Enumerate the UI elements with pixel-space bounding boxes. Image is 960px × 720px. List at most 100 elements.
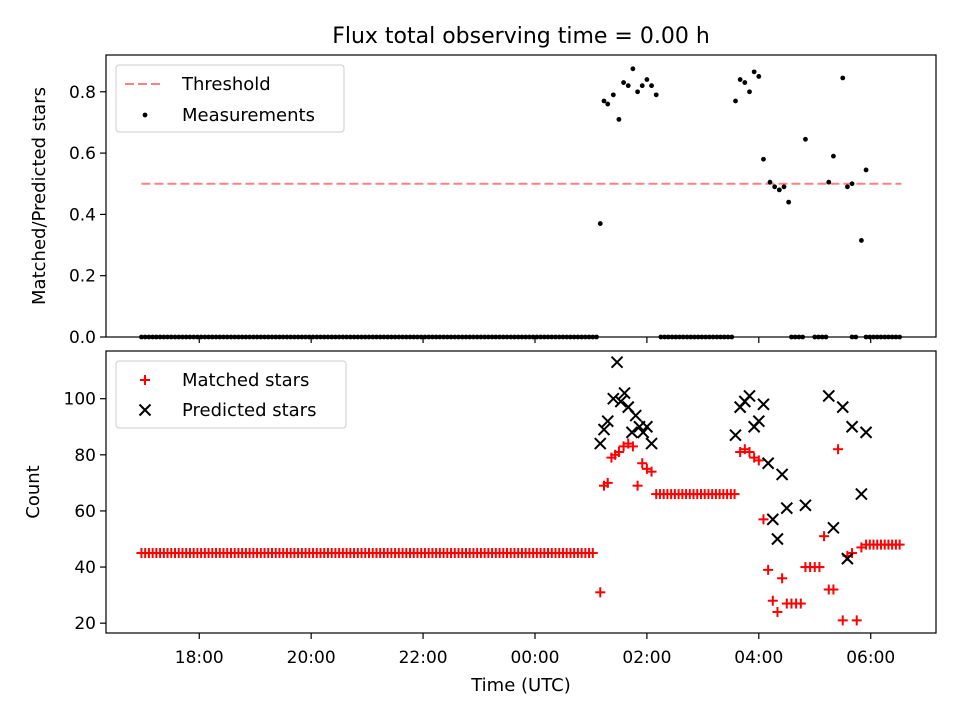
measurement-point [605, 101, 611, 107]
matched-star-point [744, 447, 755, 458]
count-y-label: Count [23, 465, 44, 518]
predicted-star-point [594, 437, 607, 450]
measurement-point [737, 77, 743, 82]
matched-star-point [632, 480, 643, 491]
matched-star-point [758, 514, 769, 525]
x-tick-label: 20:00 [287, 648, 336, 668]
legend-predicted-swatch [138, 403, 152, 417]
predicted-star-point [775, 468, 789, 481]
measurement-point [635, 89, 640, 95]
matched-star-point [777, 573, 788, 584]
predicted-star-point [640, 420, 654, 433]
matched-star-point [587, 548, 598, 559]
count-axes-frame [105, 350, 937, 634]
measurement-point [616, 116, 622, 122]
matched-star-point [772, 606, 783, 617]
matched-star-point [753, 455, 764, 466]
measurement-point [845, 184, 850, 190]
matched-star-point [828, 584, 839, 595]
matched-star-point [646, 466, 657, 477]
matched-star-point [729, 489, 740, 500]
ratio-y-tick-label: 0.8 [69, 83, 96, 103]
measurement-point [756, 74, 762, 79]
measurement-point [733, 98, 738, 104]
count-y-tick-label: 60 [74, 502, 96, 522]
measurement-points [139, 66, 903, 340]
predicted-star-point [780, 501, 793, 515]
measurement-point [621, 80, 626, 85]
predicted-star-point [836, 400, 849, 414]
ratio-y-tick-label: 0.4 [69, 205, 96, 225]
predicted-star-point [743, 389, 756, 403]
measurement-point [747, 89, 752, 95]
matched-legend-marker [140, 375, 150, 385]
predicted-star-point [771, 532, 784, 546]
x-tick-label: 02:00 [622, 648, 671, 668]
matched-star-point [837, 615, 848, 626]
measurement-point [597, 221, 603, 226]
measurement-point [786, 199, 792, 205]
measurement-point [849, 181, 855, 187]
legend-matched-label: Matched stars [182, 370, 309, 391]
measurement-point [742, 80, 748, 85]
predicted-star-point [614, 395, 627, 408]
matched-star-point [613, 447, 624, 458]
measurement-point [630, 66, 636, 72]
count-y-tick-label: 20 [74, 614, 96, 634]
measurement-point [653, 92, 659, 98]
predicted-star-point [597, 423, 611, 436]
matched-star-point [763, 564, 774, 575]
measurement-point [772, 184, 778, 190]
measurement-point [649, 83, 654, 89]
matched-star-point [819, 531, 830, 542]
matched-star-point [637, 458, 648, 469]
predicted-star-point [645, 437, 658, 450]
measurement-point [601, 98, 607, 104]
matched-star-point [602, 477, 613, 488]
predicted-star-point [757, 398, 770, 411]
ratio-y-ticks: 0.0 0.2 0.4 0.6 0.8 [69, 83, 106, 348]
matched-star-point [767, 595, 778, 606]
matched-star-point [894, 539, 905, 550]
matched-stars-points [136, 438, 905, 626]
predicted-star-point [761, 457, 775, 470]
count-legend: Matched stars Predicted stars [115, 360, 347, 429]
ratio-y-tick-label: 0.6 [69, 144, 96, 164]
predicted-star-point [822, 389, 835, 403]
measurement-point [803, 136, 808, 142]
legend-measurements-swatch [142, 112, 148, 118]
predicted-star-point [752, 414, 766, 428]
x-tick-label: 04:00 [734, 648, 783, 668]
measurement-point [858, 238, 864, 243]
count-panel: 20 40 60 80 100 18:00 20:00 22:00 00:00 02:00 04:… [23, 350, 937, 696]
count-x-ticks: 18:00 20:00 22:00 00:00 02:00 04:00 06:00 [175, 633, 895, 668]
measurement-point [776, 187, 782, 193]
predicted-star-point [729, 428, 742, 442]
matched-star-point [595, 587, 606, 598]
x-tick-label: 00:00 [510, 648, 559, 668]
count-y-tick-label: 100 [64, 390, 96, 410]
matched-star-point [833, 444, 844, 455]
predicted-star-point [799, 499, 812, 512]
x-tick-label: 18:00 [175, 648, 224, 668]
legend-measurements-label: Measurements [182, 105, 315, 126]
legend-matched-swatch [140, 375, 150, 385]
ratio-y-tick-label: 0.0 [69, 328, 96, 348]
legend-threshold-label: Threshold [181, 74, 271, 95]
ratio-panel: 0.00.20.40.60.8 Matched/Predicted stars … [29, 54, 937, 348]
measurement-point [751, 69, 757, 75]
count-y-tick-label: 80 [74, 446, 96, 466]
ratio-y-label: Matched/Predicted stars [29, 87, 50, 305]
measurement-point [761, 156, 766, 162]
predicted-star-point [855, 487, 868, 501]
matched-star-point [851, 615, 862, 626]
measurement-point [644, 77, 650, 82]
measurement-point [625, 83, 631, 89]
x-tick-label: 06:00 [846, 648, 895, 668]
measurement-point [840, 75, 846, 81]
measurement-point [831, 153, 836, 159]
predicted-legend-marker [138, 403, 152, 417]
predicted-star-point [636, 426, 650, 439]
predicted-stars-points [594, 356, 873, 565]
